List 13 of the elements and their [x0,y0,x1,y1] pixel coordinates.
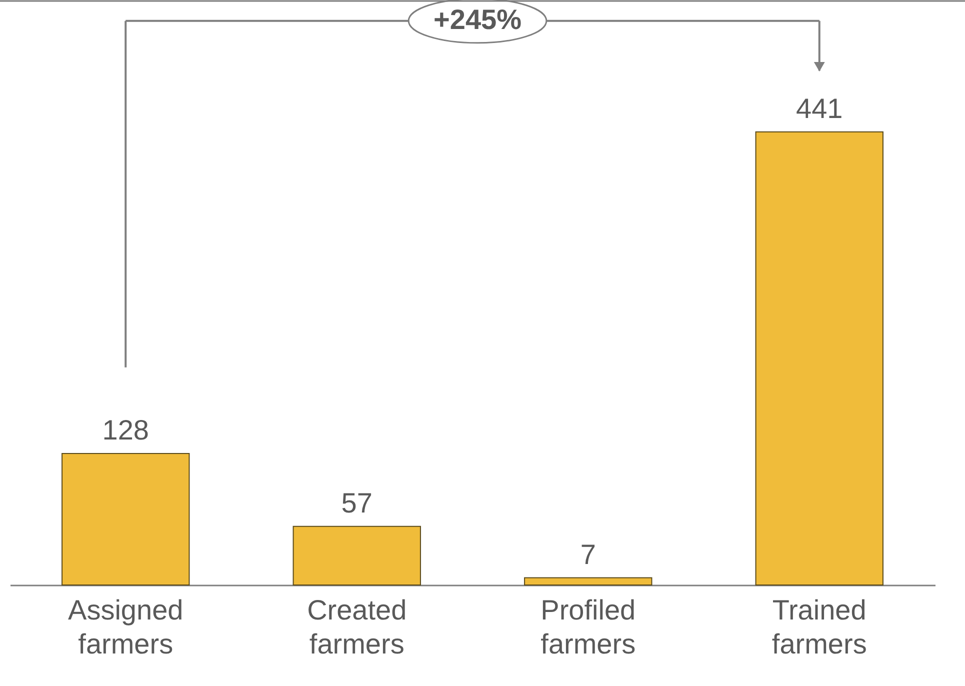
data-label: 57 [341,487,372,518]
x-tick-label: Assigned farmers [68,594,184,660]
x-tick-label: Trained farmers [772,594,867,660]
data-label: 7 [580,538,596,570]
x-tick-label: Profiled farmers [540,594,636,660]
data-label: 441 [796,92,843,124]
bar [524,577,652,586]
data-label: 128 [102,414,149,446]
bar [292,526,421,586]
x-tick-label: Created farmers [307,594,407,660]
text: +245% [434,4,522,35]
bar [62,452,190,586]
bar [755,131,884,586]
